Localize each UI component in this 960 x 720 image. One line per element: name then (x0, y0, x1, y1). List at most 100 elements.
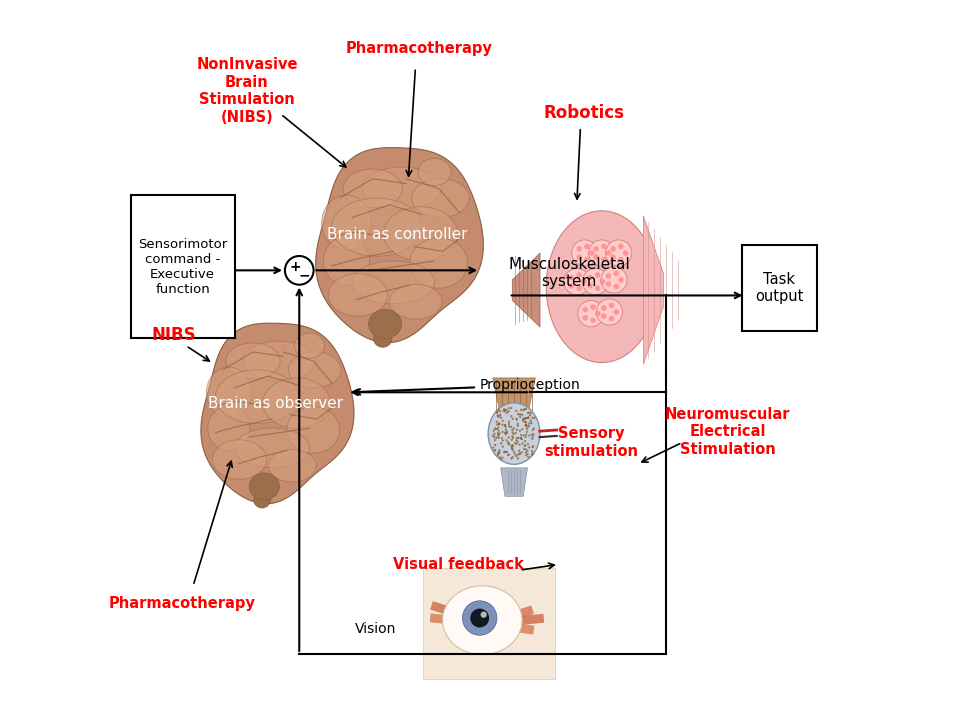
Text: Pharmacotherapy: Pharmacotherapy (108, 596, 255, 611)
Circle shape (526, 431, 528, 433)
Ellipse shape (215, 370, 299, 423)
Circle shape (495, 420, 498, 423)
Circle shape (600, 279, 605, 284)
Circle shape (506, 431, 508, 433)
Circle shape (518, 449, 520, 451)
Ellipse shape (488, 402, 540, 464)
Circle shape (497, 436, 500, 439)
Text: Sensory
stimulation: Sensory stimulation (544, 426, 638, 459)
Circle shape (601, 267, 627, 293)
Circle shape (498, 449, 500, 451)
Text: NonInvasive
Brain
Stimulation
(NIBS): NonInvasive Brain Stimulation (NIBS) (196, 58, 298, 125)
Circle shape (508, 423, 510, 425)
Ellipse shape (352, 261, 435, 304)
Circle shape (508, 454, 510, 456)
Circle shape (501, 423, 503, 426)
Circle shape (514, 442, 516, 444)
Circle shape (513, 427, 515, 429)
Circle shape (520, 438, 523, 440)
Circle shape (528, 422, 531, 424)
Circle shape (496, 411, 498, 413)
Circle shape (498, 456, 501, 459)
Circle shape (504, 410, 506, 413)
Circle shape (527, 456, 529, 458)
Circle shape (514, 453, 516, 455)
Circle shape (512, 429, 514, 431)
Circle shape (523, 445, 526, 447)
Circle shape (498, 451, 500, 453)
Circle shape (527, 417, 529, 419)
Circle shape (512, 431, 514, 433)
Circle shape (609, 316, 614, 321)
Circle shape (516, 410, 517, 412)
Circle shape (588, 251, 594, 256)
Circle shape (601, 257, 607, 262)
Circle shape (501, 431, 504, 433)
Circle shape (601, 243, 607, 249)
Circle shape (532, 436, 534, 438)
Circle shape (527, 416, 529, 418)
Circle shape (583, 269, 609, 294)
Circle shape (525, 423, 527, 426)
Circle shape (531, 438, 534, 440)
Circle shape (504, 409, 507, 411)
Circle shape (493, 433, 495, 435)
Circle shape (496, 454, 499, 456)
Circle shape (527, 412, 529, 414)
Ellipse shape (369, 310, 401, 338)
Circle shape (568, 283, 574, 289)
Circle shape (583, 315, 588, 320)
Circle shape (531, 433, 533, 436)
Circle shape (531, 450, 533, 452)
Text: Visual feedback: Visual feedback (393, 557, 524, 572)
Circle shape (516, 457, 519, 459)
Ellipse shape (412, 179, 469, 217)
Circle shape (520, 437, 522, 439)
Ellipse shape (343, 169, 402, 208)
Ellipse shape (322, 195, 372, 249)
Circle shape (498, 433, 501, 435)
Circle shape (517, 437, 519, 439)
Circle shape (584, 243, 589, 249)
Circle shape (504, 424, 506, 426)
Circle shape (511, 448, 514, 450)
Circle shape (532, 452, 534, 454)
Circle shape (493, 439, 496, 441)
Circle shape (583, 307, 588, 312)
Circle shape (525, 421, 527, 423)
Circle shape (618, 277, 624, 283)
Circle shape (508, 426, 511, 428)
Ellipse shape (250, 473, 279, 500)
Circle shape (564, 269, 590, 294)
Ellipse shape (253, 492, 271, 508)
Circle shape (517, 413, 519, 415)
Circle shape (511, 446, 514, 448)
Circle shape (523, 448, 525, 450)
Polygon shape (492, 378, 536, 415)
Circle shape (525, 436, 527, 438)
Circle shape (525, 433, 527, 436)
Circle shape (525, 408, 527, 410)
Circle shape (511, 415, 513, 418)
Circle shape (521, 428, 523, 431)
Circle shape (463, 600, 497, 635)
Circle shape (532, 428, 534, 431)
Circle shape (513, 433, 515, 435)
Circle shape (502, 410, 505, 412)
Circle shape (524, 444, 526, 446)
Text: −: − (299, 269, 310, 282)
Circle shape (497, 408, 500, 410)
Circle shape (512, 456, 514, 459)
Circle shape (588, 283, 592, 289)
Circle shape (517, 413, 519, 415)
Circle shape (504, 432, 506, 434)
Circle shape (590, 305, 596, 310)
Circle shape (501, 456, 504, 459)
Circle shape (511, 438, 513, 441)
Text: Task
output: Task output (756, 272, 804, 305)
Polygon shape (201, 323, 354, 504)
Circle shape (516, 437, 518, 439)
Text: Pharmacotherapy: Pharmacotherapy (346, 40, 492, 55)
Circle shape (522, 418, 525, 420)
Circle shape (503, 451, 505, 454)
